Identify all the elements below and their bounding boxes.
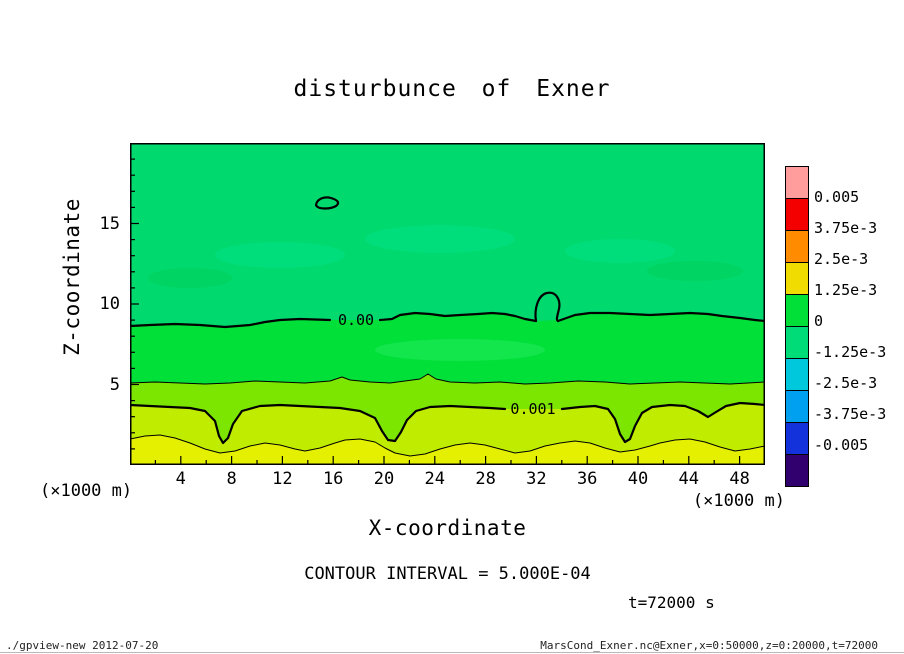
x-tick-label: 8 <box>226 469 237 489</box>
colorbar-cell <box>786 198 808 230</box>
plot-canvas: 0.00 0.001 <box>128 143 767 465</box>
colorbar-label: 0.005 <box>814 188 860 206</box>
colorbar-cell <box>786 454 808 486</box>
colorbar-label: -2.5e-3 <box>814 374 878 392</box>
contour-interval-note: CONTOUR INTERVAL = 5.000E-04 <box>304 564 591 584</box>
colorbar-cell <box>786 230 808 262</box>
footer-dataset: MarsCond_Exner.nc@Exner,x=0:50000,z=0:20… <box>540 639 878 652</box>
contour-loop-0.00 <box>534 291 561 323</box>
y-axis-unit: (×1000 m) <box>40 481 133 501</box>
colorbar-label: -1.25e-3 <box>814 343 887 361</box>
y-axis-title: Z-coordinate <box>60 198 84 356</box>
x-tick-label: 40 <box>627 469 649 489</box>
shading-patch <box>375 339 545 361</box>
footer-command: ./gpview-new 2012-07-20 <box>6 639 159 652</box>
x-tick-label: 16 <box>322 469 344 489</box>
colorbar-label: 1.25e-3 <box>814 281 878 299</box>
colorbar-cell <box>786 167 808 198</box>
x-tick-label: 48 <box>729 469 750 489</box>
colorbar-label: -0.005 <box>814 436 869 454</box>
shading-patch <box>647 261 743 281</box>
colorbar-label: 0 <box>814 312 824 330</box>
fill-band-above-1.5e-3 <box>130 435 765 465</box>
contour-line-0.00-right <box>556 311 767 323</box>
colorbar-cell <box>786 422 808 454</box>
contour-line-5e-4 <box>129 373 766 385</box>
x-tick-label: 44 <box>678 469 700 489</box>
colorbar-label: 3.75e-3 <box>814 219 878 237</box>
y-tick-label: 5 <box>109 374 120 395</box>
x-tick-label: 36 <box>576 469 598 489</box>
contour-label-0.001: 0.001 <box>510 400 555 418</box>
contour-label-0.00: 0.00 <box>338 311 374 329</box>
contour-line-0.001-right <box>560 401 767 444</box>
x-axis-title: X-coordinate <box>368 516 527 540</box>
contour-line-0.001-left <box>128 403 507 445</box>
bottom-rule <box>0 652 904 653</box>
x-axis-unit: (×1000 m) <box>692 491 785 511</box>
shading-patch <box>565 239 675 263</box>
contour-plot: 0.00 0.001 <box>128 143 767 465</box>
x-tick-label: 20 <box>373 469 395 489</box>
y-tick-label: 10 <box>99 294 120 314</box>
x-tick-label: 24 <box>424 469 446 489</box>
shading-patch <box>365 225 515 253</box>
colorbar-cell <box>786 390 808 422</box>
x-tick-label: 4 <box>175 469 186 489</box>
contour-line-1.5e-3 <box>129 434 766 457</box>
time-annotation: t=72000 s <box>628 593 715 612</box>
contour-line-0.00-left <box>128 317 332 329</box>
axis-ticks <box>131 158 741 464</box>
shading-patch <box>215 242 345 268</box>
contour-line-0.00-mid <box>378 311 538 323</box>
x-tick-label: 32 <box>526 469 547 489</box>
x-tick-label: 12 <box>272 469 293 489</box>
colorbar-cell <box>786 326 808 358</box>
colorbar-cell <box>786 262 808 294</box>
plot-title: disturbunce of Exner <box>293 76 611 102</box>
plot-frame <box>130 143 765 465</box>
x-tick-label: 28 <box>475 469 496 489</box>
colorbar-label: -3.75e-3 <box>814 405 887 423</box>
colorbar-label: 2.5e-3 <box>814 250 869 268</box>
colorbar-cell <box>786 294 808 326</box>
colorbar <box>785 166 809 487</box>
shading-patch <box>148 268 232 288</box>
y-tick-label: 15 <box>99 213 120 234</box>
colorbar-cell <box>786 358 808 390</box>
closed-contour-top <box>314 196 340 210</box>
